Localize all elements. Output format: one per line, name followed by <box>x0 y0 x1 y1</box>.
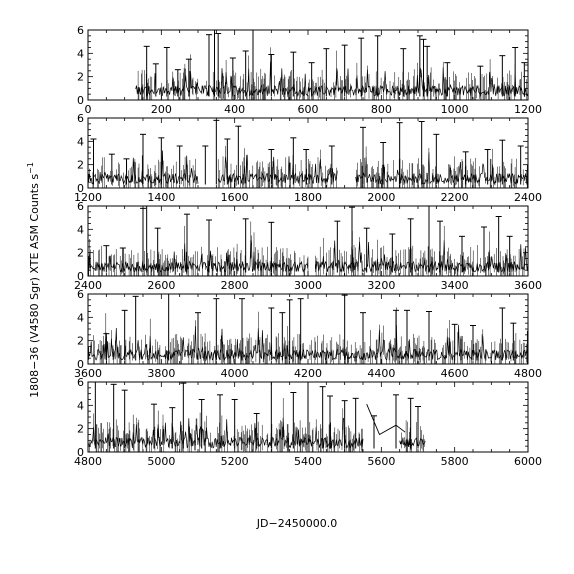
panel-2: 1200 1400 1600 1800 2000 2200 2400 0 2 4 6 <box>74 112 542 204</box>
y-tick-label: 6 <box>77 112 84 125</box>
x-tick-label: 3400 <box>441 279 469 292</box>
light-curve-line <box>88 239 309 273</box>
gap-connector-line <box>366 404 406 436</box>
panel-4: 3600 3800 4000 4200 4400 4600 4800 0 2 4 6 <box>74 288 542 380</box>
series-data <box>88 294 528 364</box>
x-tick-label: 2000 <box>367 191 395 204</box>
x-tick-label: 5200 <box>221 455 249 468</box>
x-tick-label: 3200 <box>367 279 395 292</box>
x-tick-label: 4800 <box>514 367 542 380</box>
x-tick-label: 1000 <box>441 103 469 116</box>
y-tick-label: 2 <box>77 335 84 348</box>
y-tick-label: 6 <box>77 24 84 37</box>
x-tick-label: 3000 <box>294 279 322 292</box>
x-tick-label: 2400 <box>74 279 102 292</box>
error-bars <box>137 47 527 100</box>
x-tick-label: 1200 <box>74 191 102 204</box>
x-tick-label: 5600 <box>367 455 395 468</box>
x-tick-label: 0 <box>85 103 92 116</box>
y-tick-label: 2 <box>77 247 84 260</box>
x-tick-label: 200 <box>151 103 172 116</box>
panel-3: 2400 2600 2800 3000 3200 3400 3600 0 2 4 6 <box>74 200 542 292</box>
y-tick-label: 0 <box>77 94 84 107</box>
y-tick-label: 4 <box>77 311 84 324</box>
x-tick-label: 4400 <box>367 367 395 380</box>
error-bars <box>401 420 425 452</box>
panel-5: 4800 5000 5200 5400 5600 5800 6000 0 2 4 6 <box>74 376 542 468</box>
x-tick-label: 600 <box>298 103 319 116</box>
x-tick-label: 1600 <box>221 191 249 204</box>
y-axis-title: 1808−36 (V4580 Sgr) XTE ASM Counts s−1 <box>26 162 41 398</box>
x-tick-label: 400 <box>224 103 245 116</box>
x-tick-label: 2800 <box>221 279 249 292</box>
y-tick-label: 0 <box>77 358 84 371</box>
x-tick-label: 5400 <box>294 455 322 468</box>
x-tick-label: 800 <box>371 103 392 116</box>
error-bars <box>217 145 337 188</box>
y-tick-label: 2 <box>77 159 84 172</box>
y-tick-label: 4 <box>77 47 84 60</box>
series-data <box>88 206 528 276</box>
x-tick-label: 2200 <box>441 191 469 204</box>
x-tick-label: 5000 <box>147 455 175 468</box>
x-axis-title: JD−2450000.0 <box>256 517 337 530</box>
y-tick-label: 6 <box>77 376 84 389</box>
x-tick-label: 2400 <box>514 191 542 204</box>
y-tick-label: 0 <box>77 446 84 459</box>
light-curve-line <box>399 437 426 448</box>
x-tick-label: 4800 <box>74 455 102 468</box>
error-bars <box>88 307 528 364</box>
y-tick-label: 0 <box>77 182 84 195</box>
y-tick-label: 6 <box>77 200 84 213</box>
x-tick-label: 3800 <box>147 367 175 380</box>
y-tick-label: 6 <box>77 288 84 301</box>
x-tick-label: 4000 <box>221 367 249 380</box>
x-tick-label: 6000 <box>514 455 542 468</box>
series-data <box>135 30 528 100</box>
error-bars <box>356 146 528 188</box>
y-tick-label: 0 <box>77 270 84 283</box>
light-curve-line <box>135 61 528 97</box>
y-tick-label: 4 <box>77 223 84 236</box>
x-tick-label: 1400 <box>147 191 175 204</box>
error-bars <box>88 155 197 188</box>
x-tick-label: 1200 <box>514 103 542 116</box>
error-bars <box>315 226 526 276</box>
x-tick-label: 5800 <box>441 455 469 468</box>
x-tick-label: 2600 <box>147 279 175 292</box>
x-tick-label: 4600 <box>441 367 469 380</box>
series-data <box>88 382 426 452</box>
y-tick-label: 4 <box>77 135 84 148</box>
light-curve-line <box>314 240 528 273</box>
x-tick-label: 1800 <box>294 191 322 204</box>
y-tick-label: 2 <box>77 423 84 436</box>
series-data <box>88 119 528 188</box>
light-curve-line <box>355 152 528 186</box>
y-tick-label: 2 <box>77 71 84 84</box>
y-tick-label: 4 <box>77 399 84 412</box>
x-tick-label: 3600 <box>74 367 102 380</box>
x-tick-label: 4200 <box>294 367 322 380</box>
x-tick-label: 3600 <box>514 279 542 292</box>
error-bars <box>88 221 309 276</box>
panel-1: 0 200 400 600 800 1000 1200 0 2 4 6 <box>77 24 542 116</box>
